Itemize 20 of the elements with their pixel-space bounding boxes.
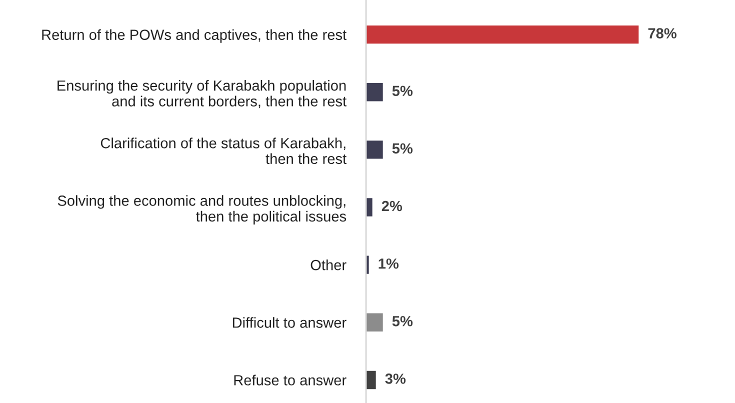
data-label: 5%: [392, 86, 413, 96]
y-tick-label: Ensuring the security of Karabakh population and its current borders, then the rest: [58, 80, 346, 108]
y-tick-label: Difficult to answer: [232, 317, 346, 328]
y-tick-label: Return of the POWs and captives, then the rest: [42, 29, 346, 43]
y-tick-label: Other: [310, 260, 346, 270]
y-tick-label: Refuse to answer: [234, 374, 346, 386]
y-tick-label: Clarification of the status of Karabakh, then the rest: [100, 138, 346, 164]
data-label: 1%: [378, 258, 399, 269]
bar: [366, 24, 640, 46]
y-tick-label: Solving the economic and routes unblocking, then the political issues: [58, 195, 346, 224]
data-label: 2%: [382, 200, 402, 212]
data-label: 5%: [392, 316, 413, 326]
bar: [366, 196, 374, 218]
data-label: 3%: [385, 374, 406, 384]
bar: [366, 82, 384, 103]
bar: [366, 369, 378, 390]
data-label: 5%: [392, 143, 413, 154]
bar: [366, 139, 384, 160]
bar: [366, 312, 384, 333]
data-label: 78%: [648, 28, 676, 38]
